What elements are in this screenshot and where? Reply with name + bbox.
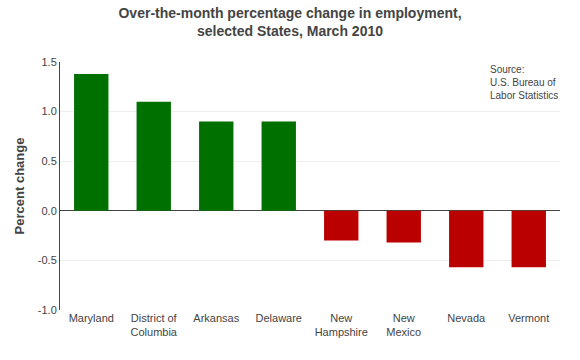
svg-text:0.5: 0.5 xyxy=(42,155,57,167)
svg-text:Vermont: Vermont xyxy=(508,312,549,324)
svg-text:0.0: 0.0 xyxy=(42,205,57,217)
svg-text:1.5: 1.5 xyxy=(42,56,57,68)
svg-text:Percent change: Percent change xyxy=(12,138,27,235)
svg-text:-0.5: -0.5 xyxy=(38,254,57,266)
svg-text:Source:U.S. Bureau ofLabor Sta: Source:U.S. Bureau ofLabor Statistics xyxy=(490,64,558,101)
svg-text:Maryland: Maryland xyxy=(69,312,114,324)
svg-text:Nevada: Nevada xyxy=(447,312,486,324)
svg-text:NewMexico: NewMexico xyxy=(386,312,421,338)
svg-text:Arkansas: Arkansas xyxy=(193,312,239,324)
svg-text:Over-the-month percentage chan: Over-the-month percentage change in empl… xyxy=(118,5,461,39)
svg-text:NewHampshire: NewHampshire xyxy=(315,312,368,338)
svg-text:Delaware: Delaware xyxy=(256,312,302,324)
svg-text:1.0: 1.0 xyxy=(42,105,57,117)
svg-text:-1.0: -1.0 xyxy=(38,304,57,316)
svg-text:District ofColumbia: District ofColumbia xyxy=(131,312,178,338)
